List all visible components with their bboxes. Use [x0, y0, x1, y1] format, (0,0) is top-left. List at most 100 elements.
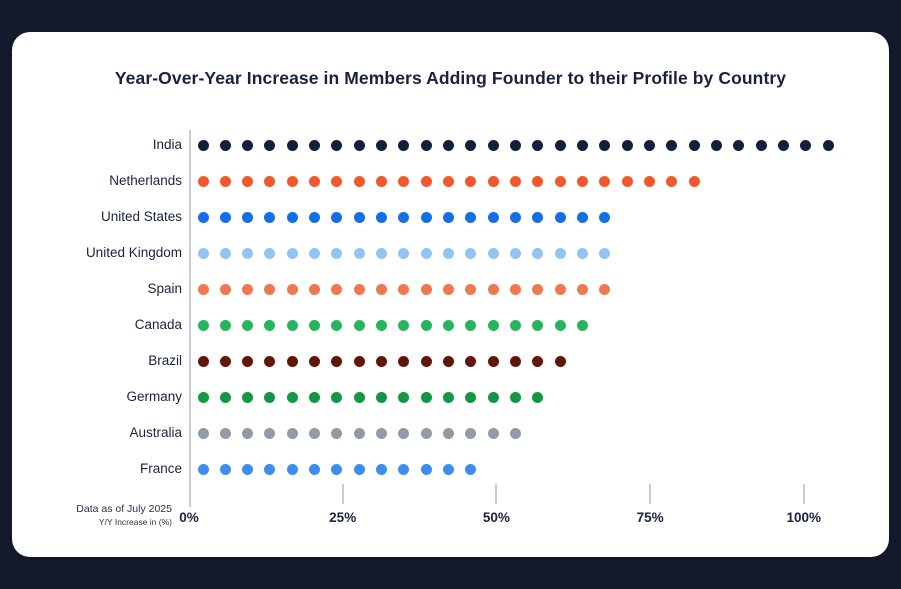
dot: [398, 427, 410, 439]
dot: [510, 211, 522, 223]
dot: [331, 355, 343, 367]
dot: [420, 319, 432, 331]
dot: [398, 211, 410, 223]
dot: [219, 139, 231, 151]
dot: [800, 139, 812, 151]
dot: [197, 391, 209, 403]
row-label-united-kingdom: United Kingdom: [85, 245, 182, 260]
dot: [577, 139, 589, 151]
dot: [353, 139, 365, 151]
dot: [197, 463, 209, 475]
dot: [443, 139, 455, 151]
dot: [510, 427, 522, 439]
dot: [353, 247, 365, 259]
dot: [420, 283, 432, 295]
dot: [376, 463, 388, 475]
dot: [487, 211, 499, 223]
dot: [197, 427, 209, 439]
dot: [353, 175, 365, 187]
dot: [309, 139, 321, 151]
dot: [309, 463, 321, 475]
dot: [331, 427, 343, 439]
dot: [286, 139, 298, 151]
dot: [554, 283, 566, 295]
dot: [443, 247, 455, 259]
dot: [487, 391, 499, 403]
dot: [420, 463, 432, 475]
dot: [353, 427, 365, 439]
dot: [219, 211, 231, 223]
dot: [286, 391, 298, 403]
dot: [465, 283, 477, 295]
dot: [309, 175, 321, 187]
dot: [420, 391, 432, 403]
dot: [331, 319, 343, 331]
dot: [376, 319, 388, 331]
dot: [331, 211, 343, 223]
dot: [219, 283, 231, 295]
x-tick: [802, 484, 805, 504]
dot: [398, 463, 410, 475]
dot: [487, 283, 499, 295]
dot: [554, 319, 566, 331]
dot: [532, 139, 544, 151]
dot: [443, 319, 455, 331]
dot: [711, 139, 723, 151]
dot: [398, 283, 410, 295]
dot: [264, 139, 276, 151]
dot: [487, 427, 499, 439]
dot: [197, 211, 209, 223]
row-label-germany: Germany: [126, 389, 182, 404]
dot: [465, 427, 477, 439]
dot: [554, 139, 566, 151]
dot: [264, 247, 276, 259]
dot: [309, 355, 321, 367]
dot: [443, 427, 455, 439]
dot: [465, 139, 477, 151]
dot: [510, 283, 522, 295]
dot: [309, 211, 321, 223]
dot: [443, 463, 455, 475]
dot: [577, 319, 589, 331]
dot: [666, 139, 678, 151]
dot-plot: India Netherlands United States United King…: [12, 32, 889, 557]
dot: [219, 391, 231, 403]
dot: [487, 175, 499, 187]
row-label-spain: Spain: [147, 281, 182, 296]
chart-card: Year-Over-Year Increase in Members Addin…: [12, 32, 889, 557]
footnote-axis-unit: Y/Y Increase in (%): [98, 517, 172, 527]
dot: [510, 247, 522, 259]
x-tick-label-50pct: 50%: [482, 510, 510, 525]
dot: [353, 391, 365, 403]
dot: [398, 391, 410, 403]
dot: [510, 139, 522, 151]
dot: [510, 355, 522, 367]
x-tick: [649, 484, 652, 504]
dot: [465, 211, 477, 223]
dot: [264, 427, 276, 439]
dot: [487, 139, 499, 151]
dot: [331, 463, 343, 475]
dot: [309, 283, 321, 295]
dot: [420, 427, 432, 439]
dot: [286, 211, 298, 223]
dot: [264, 319, 276, 331]
dot: [242, 283, 254, 295]
dot: [621, 175, 633, 187]
dot: [443, 175, 455, 187]
y-axis-line: [189, 130, 191, 507]
dot: [465, 319, 477, 331]
dot: [554, 211, 566, 223]
dot: [309, 427, 321, 439]
dot: [532, 319, 544, 331]
dot: [353, 211, 365, 223]
dot: [264, 175, 276, 187]
dot: [376, 391, 388, 403]
dot: [487, 247, 499, 259]
dot: [376, 283, 388, 295]
dot: [286, 355, 298, 367]
dot: [510, 175, 522, 187]
dot: [242, 175, 254, 187]
dot: [465, 175, 477, 187]
dot: [532, 355, 544, 367]
